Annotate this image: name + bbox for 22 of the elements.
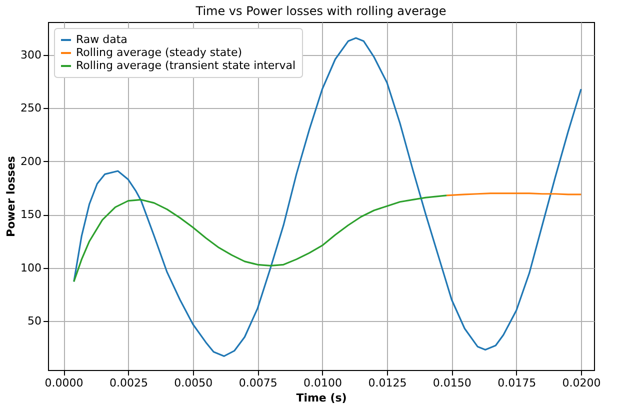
legend-label: Rolling average (steady state) bbox=[76, 46, 242, 59]
x-tick-label: 0.0075 bbox=[238, 376, 278, 390]
y-tick-label: 250 bbox=[20, 102, 42, 115]
x-tick-label: 0.0175 bbox=[498, 376, 536, 390]
line-series bbox=[73, 194, 448, 282]
x-tick-label: 0.0125 bbox=[368, 376, 407, 390]
y-tick-label: 300 bbox=[20, 48, 42, 62]
y-tick-label: 200 bbox=[20, 154, 42, 168]
x-tick-label: 0.0150 bbox=[432, 376, 472, 390]
y-axis-title: Power losses bbox=[4, 156, 18, 237]
x-tick-label: 0.0025 bbox=[109, 376, 148, 390]
legend-label: Rolling average (transient state interval bbox=[76, 59, 296, 72]
x-tick-label: 0.0200 bbox=[562, 376, 601, 390]
y-tick-label: 100 bbox=[20, 261, 42, 274]
y-tick-label: 150 bbox=[20, 208, 42, 222]
x-tick-label: 0.0000 bbox=[44, 376, 84, 390]
x-axis-title: Time (s) bbox=[296, 392, 347, 404]
x-tick-label: 0.0100 bbox=[304, 376, 342, 390]
y-tick-label: 50 bbox=[28, 314, 42, 328]
chart-title: Time vs Power losses with rolling average bbox=[194, 4, 446, 18]
legend-label: Raw data bbox=[76, 33, 128, 46]
x-tick-label: 0.0050 bbox=[174, 376, 213, 390]
